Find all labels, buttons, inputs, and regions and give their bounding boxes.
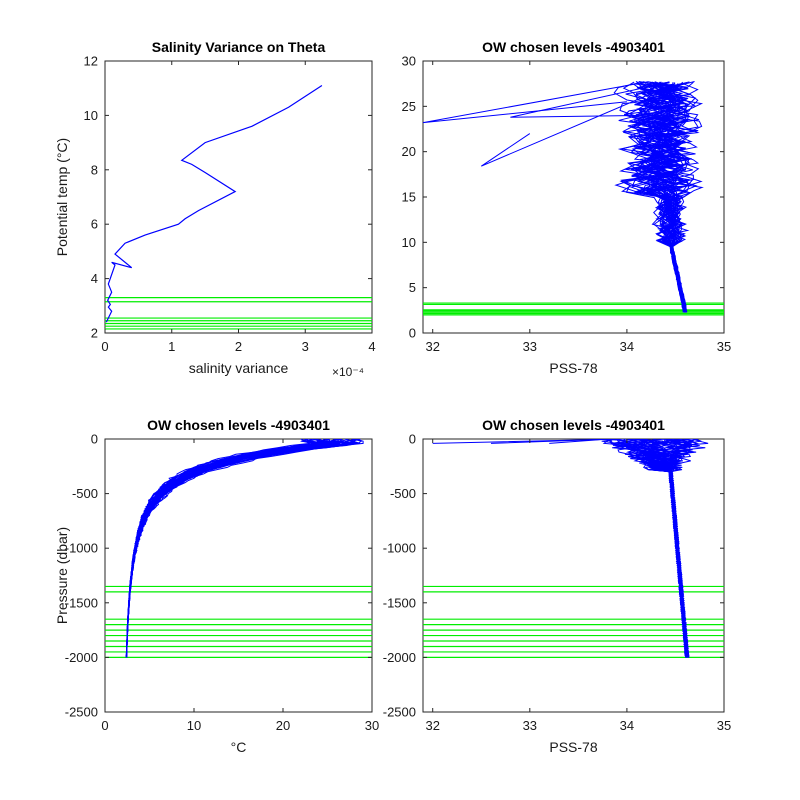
y-tick-label: 4 [91, 271, 98, 286]
y-tick-label: 2 [91, 326, 98, 341]
x-axis-label: PSS-78 [549, 739, 597, 755]
plot-area [105, 439, 372, 659]
x-tick-label: 10 [187, 718, 201, 733]
y-tick-label: -2000 [65, 650, 98, 665]
x-axis-label: salinity variance [189, 360, 289, 376]
y-tick-label: 12 [84, 54, 98, 69]
axes-box [104, 60, 373, 334]
y-tick-label: -2500 [65, 705, 98, 720]
profile-line [125, 439, 318, 658]
profile-line [619, 81, 686, 312]
y-tick-label: -500 [390, 486, 416, 501]
chart-title: OW chosen levels -4903401 [482, 39, 665, 55]
profile-line [648, 439, 689, 658]
chart-title: OW chosen levels -4903401 [147, 417, 330, 433]
x-tick-label: 20 [276, 718, 290, 733]
y-tick-label: 8 [91, 162, 98, 177]
x-tick-label: 0 [101, 718, 108, 733]
y-tick-label: -1000 [383, 541, 416, 556]
y-tick-label: 20 [402, 144, 416, 159]
x-tick-label: 35 [717, 339, 731, 354]
y-tick-label: 0 [91, 432, 98, 447]
y-tick-label: -2500 [383, 705, 416, 720]
y-tick-label: 10 [84, 108, 98, 123]
x-tick-label: 32 [425, 718, 439, 733]
y-tick-label: 25 [402, 99, 416, 114]
panel-4: 32 33 34 35 -2500 -2000 -1500 -1000 -500 0 OW chos… [383, 417, 731, 755]
y-tick-label: -2000 [383, 650, 416, 665]
plot-area [105, 84, 372, 330]
x-tick-label: 0 [101, 339, 108, 354]
panel-3: 0 10 20 30 -2500 -2000 -1500 -1000 -500 0 OW chose… [54, 417, 379, 755]
x-tick-label: 33 [523, 339, 537, 354]
y-tick-label: 5 [409, 280, 416, 295]
y-tick-label: 0 [409, 432, 416, 447]
plot-area [423, 439, 724, 659]
x-tick-label: 33 [523, 718, 537, 733]
x-axis-label: PSS-78 [549, 360, 597, 376]
x-tick-label: 30 [365, 718, 379, 733]
y-tick-label: 0 [409, 326, 416, 341]
panel-2: 32 33 34 35 0 5 10 15 20 25 30 OW chosen levels -49… [402, 39, 732, 376]
y-axis-label: Potential temp (°C) [54, 138, 70, 256]
y-tick-label: -1500 [65, 595, 98, 610]
y-tick-label: 10 [402, 235, 416, 250]
x-axis-exponent: ×10⁻⁴ [332, 365, 364, 379]
x-tick-label: 3 [302, 339, 309, 354]
x-tick-label: 34 [620, 339, 634, 354]
x-tick-label: 35 [717, 718, 731, 733]
y-tick-label: 30 [402, 54, 416, 69]
x-tick-label: 1 [168, 339, 175, 354]
profile-line [654, 439, 699, 658]
y-tick-label: -1000 [65, 541, 98, 556]
x-axis-label: °C [231, 739, 247, 755]
chart-title: Salinity Variance on Theta [152, 39, 326, 55]
y-tick-label: 6 [91, 217, 98, 232]
x-tick-label: 4 [368, 339, 375, 354]
chart-title: OW chosen levels -4903401 [482, 417, 665, 433]
x-tick-label: 34 [620, 718, 634, 733]
axes-box [104, 438, 373, 713]
x-tick-label: 2 [235, 339, 242, 354]
y-axis-label: Pressure (dbar) [54, 527, 70, 624]
y-tick-label: -1500 [383, 595, 416, 610]
x-tick-label: 32 [425, 339, 439, 354]
plot-area [423, 80, 724, 316]
y-tick-label: 15 [402, 190, 416, 205]
y-tick-label: -500 [72, 486, 98, 501]
series-line [105, 84, 323, 323]
profile-line [639, 81, 687, 311]
